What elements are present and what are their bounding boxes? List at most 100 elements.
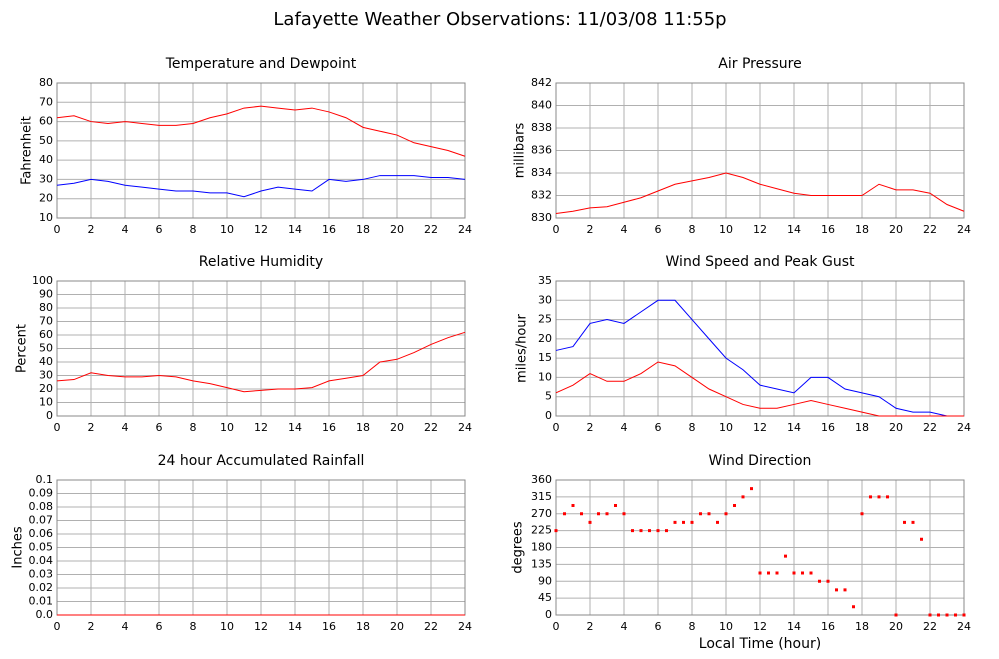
x-tick-label: 8 [689, 620, 696, 633]
y-tick-label: 70 [39, 95, 53, 108]
point [699, 512, 702, 516]
x-tick-label: 0 [54, 421, 61, 434]
x-tick-label: 0 [54, 620, 61, 633]
series-line [56, 105, 466, 157]
series-line [56, 175, 466, 198]
y-tick-label: 315 [531, 490, 552, 503]
y-tick-label: 0 [545, 409, 552, 422]
x-tick-label: 18 [855, 223, 869, 236]
point [733, 504, 736, 507]
x-tick-label: 14 [288, 223, 302, 236]
x-tick-label: 10 [220, 620, 234, 633]
point [750, 487, 753, 491]
point [860, 512, 864, 516]
x-tick-label: 16 [322, 223, 336, 236]
point [673, 520, 677, 524]
x-tick-label: 16 [322, 421, 336, 434]
x-tick-label: 20 [889, 421, 903, 434]
chart-title: Air Pressure [718, 56, 801, 72]
plot-frame [555, 280, 965, 417]
point [554, 529, 558, 533]
x-tick-label: 12 [254, 620, 268, 633]
x-tick-label: 16 [821, 620, 835, 633]
point [597, 512, 600, 516]
x-tick-label: 16 [322, 620, 336, 633]
x-tick-label: 24 [957, 223, 971, 236]
point [894, 613, 898, 617]
point [656, 529, 660, 533]
point [826, 579, 830, 583]
x-tick-label: 0 [553, 223, 560, 236]
y-tick-label: 25 [538, 313, 552, 326]
x-tick-label: 12 [254, 421, 268, 434]
point [903, 520, 906, 524]
y-tick-label: 50 [39, 342, 53, 355]
x-tick-label: 24 [458, 421, 472, 434]
point [809, 571, 813, 575]
plot-frame [555, 479, 965, 616]
x-tick-label: 4 [122, 223, 129, 236]
point [767, 571, 770, 575]
point [911, 520, 915, 524]
y-tick-label: 0.08 [29, 500, 54, 513]
x-tick-label: 14 [288, 421, 302, 434]
x-tick-label: 12 [753, 421, 767, 434]
x-tick-label: 8 [689, 223, 696, 236]
point [928, 613, 932, 617]
x-tick-label: 18 [855, 421, 869, 434]
chart-title: 24 hour Accumulated Rainfall [158, 453, 365, 469]
point [945, 613, 949, 617]
y-tick-label: 30 [538, 293, 552, 306]
x-tick-label: 18 [855, 620, 869, 633]
x-tick-label: 2 [587, 620, 594, 633]
x-tick-label: 12 [254, 223, 268, 236]
plot-frame [56, 280, 466, 417]
point [571, 504, 575, 507]
x-tick-label: 0 [553, 620, 560, 633]
y-tick-label: 838 [531, 121, 552, 134]
point [563, 512, 566, 516]
x-tick-label: 18 [356, 223, 370, 236]
x-tick-label: 14 [288, 620, 302, 633]
point [843, 588, 847, 592]
y-tick-label: 20 [538, 332, 552, 345]
x-tick-label: 24 [957, 620, 971, 633]
y-tick-label: 834 [531, 166, 552, 179]
x-tick-label: 2 [88, 620, 95, 633]
series-line [555, 361, 964, 417]
x-tick-label: 20 [390, 223, 404, 236]
x-tick-label: 4 [621, 620, 628, 633]
y-tick-label: 0.03 [29, 568, 54, 581]
y-tick-label: 0 [545, 608, 552, 621]
point [801, 571, 804, 575]
y-tick-label: 50 [39, 134, 53, 147]
series-line [56, 331, 466, 393]
point [920, 537, 923, 541]
y-tick-label: 225 [531, 524, 552, 537]
y-tick-label: 20 [39, 382, 53, 395]
point [580, 512, 583, 516]
x-tick-label: 10 [719, 421, 733, 434]
y-axis-label: millibars [513, 123, 528, 179]
x-tick-label: 0 [553, 421, 560, 434]
y-tick-label: 0.06 [29, 527, 54, 540]
y-tick-label: 0.01 [29, 595, 54, 608]
y-tick-label: 45 [538, 591, 552, 604]
x-tick-label: 16 [821, 421, 835, 434]
x-tick-label: 20 [889, 223, 903, 236]
point [707, 512, 711, 516]
x-tick-label: 2 [587, 223, 594, 236]
page-title: Lafayette Weather Observations: 11/03/08… [273, 9, 726, 30]
point [954, 613, 957, 617]
y-tick-label: 830 [531, 211, 552, 224]
x-tick-label: 20 [390, 421, 404, 434]
x-tick-label: 8 [190, 620, 197, 633]
y-tick-label: 0.0 [36, 608, 54, 621]
point [639, 529, 643, 533]
point [631, 529, 634, 533]
x-tick-label: 8 [190, 223, 197, 236]
x-tick-label: 14 [787, 421, 801, 434]
chart-title: Wind Speed and Peak Gust [666, 254, 855, 270]
y-tick-label: 0.09 [29, 487, 54, 500]
